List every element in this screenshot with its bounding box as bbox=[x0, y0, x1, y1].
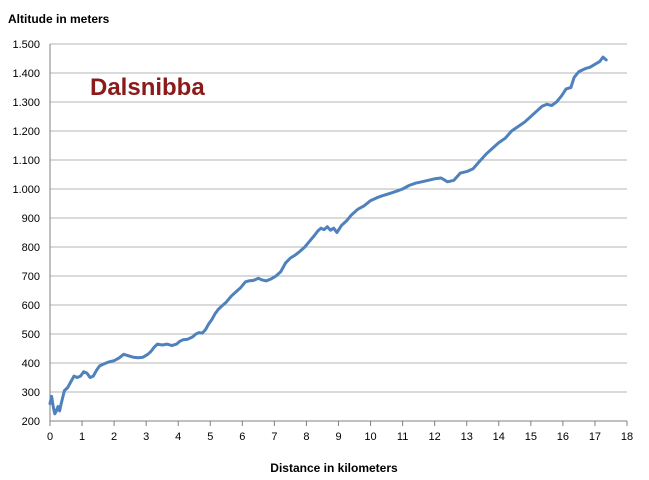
x-tick-label: 0 bbox=[47, 431, 53, 443]
gridlines bbox=[50, 43, 627, 422]
y-tick-label: 800 bbox=[22, 242, 40, 254]
y-tick-label: 1.500 bbox=[12, 39, 40, 51]
x-tick-label: 16 bbox=[557, 431, 569, 443]
x-tick-label: 2 bbox=[111, 431, 117, 443]
x-tick-label: 8 bbox=[303, 431, 309, 443]
x-tick-label: 15 bbox=[525, 431, 537, 443]
x-tick-label: 18 bbox=[621, 431, 633, 443]
x-tick-label: 7 bbox=[271, 431, 277, 443]
x-tick-labels: 0 1 2 3 4 5 6 7 8 9 10 11 12 13 14 15 16 17 18 bbox=[47, 431, 633, 443]
y-axis-title: Altitude in meters bbox=[8, 12, 110, 26]
y-tick-label: 1.200 bbox=[12, 126, 40, 138]
y-tick-labels: 200 300 400 500 600 700 800 900 1.000 1.100 1.200 1… bbox=[12, 39, 40, 428]
y-tick-label: 900 bbox=[22, 213, 40, 225]
x-tick-label: 13 bbox=[461, 431, 473, 443]
x-tick-label: 5 bbox=[207, 431, 213, 443]
x-tick-label: 12 bbox=[429, 431, 441, 443]
y-tick-label: 500 bbox=[22, 329, 40, 341]
x-tick-label: 9 bbox=[335, 431, 341, 443]
x-tick-label: 1 bbox=[79, 431, 85, 443]
x-axis-title: Distance in kilometers bbox=[270, 461, 398, 475]
y-tick-label: 1.100 bbox=[12, 155, 40, 167]
x-tick-label: 14 bbox=[493, 431, 505, 443]
x-tick-label: 10 bbox=[364, 431, 376, 443]
x-tick-label: 6 bbox=[239, 431, 245, 443]
x-tick-label: 4 bbox=[175, 431, 181, 443]
y-tick-label: 300 bbox=[22, 387, 40, 399]
y-tick-label: 400 bbox=[22, 358, 40, 370]
y-tick-label: 1.000 bbox=[12, 184, 40, 196]
axes bbox=[49, 44, 628, 426]
y-tick-label: 200 bbox=[22, 416, 40, 428]
y-tick-label: 600 bbox=[22, 300, 40, 312]
x-tick-label: 17 bbox=[589, 431, 601, 443]
x-tick-label: 11 bbox=[397, 431, 408, 443]
y-tick-label: 1.400 bbox=[12, 68, 40, 80]
chart-annotation: Dalsnibba bbox=[90, 74, 205, 101]
y-tick-label: 700 bbox=[22, 271, 40, 283]
y-tick-label: 1.300 bbox=[12, 97, 40, 109]
x-tick-label: 3 bbox=[143, 431, 149, 443]
series-line bbox=[48, 55, 608, 416]
